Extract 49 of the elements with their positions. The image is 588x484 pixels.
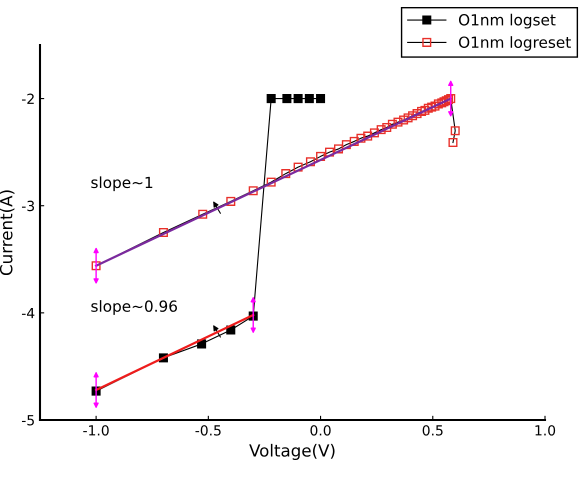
point [266, 178, 276, 187]
point [92, 261, 101, 270]
point [404, 113, 413, 122]
x-tick-label: 0.0 [310, 425, 331, 436]
point [294, 94, 303, 104]
annotation: slope~0.96 [91, 300, 178, 315]
legend-label: O1nm logreset [458, 36, 571, 51]
point [399, 115, 408, 125]
point [325, 148, 334, 157]
point [316, 152, 326, 161]
point [248, 186, 258, 196]
y-tick-label: -4 [22, 308, 34, 318]
point [282, 94, 292, 104]
x-tick-label: -0.5 [195, 425, 221, 436]
point [382, 122, 392, 132]
point [158, 228, 168, 238]
point [342, 140, 351, 150]
point [306, 157, 315, 166]
y-tick-label: -3 [22, 200, 34, 212]
point [388, 120, 397, 129]
point [408, 111, 418, 120]
annotation: slope~1 [91, 176, 152, 192]
point [281, 169, 290, 178]
x-tick-label: 0.5 [422, 425, 443, 436]
point [198, 210, 208, 219]
point [304, 94, 314, 104]
point [356, 134, 366, 143]
y-tick-label: -2 [22, 94, 34, 104]
x-tick-label: -1.0 [83, 425, 109, 436]
y-axis-title: Current(A) [0, 190, 14, 276]
point [334, 144, 344, 154]
point [316, 94, 326, 104]
point [412, 109, 422, 118]
point [363, 132, 372, 141]
point [294, 162, 303, 172]
x-tick-label: 1.0 [535, 425, 556, 436]
point [450, 126, 460, 136]
point [370, 128, 379, 138]
point [350, 136, 359, 146]
point [266, 94, 276, 104]
point [376, 125, 386, 134]
point [448, 138, 458, 148]
legend-label: O1nm logset [458, 14, 556, 29]
x-axis-title: Voltage(V) [249, 444, 335, 460]
point [393, 118, 403, 127]
point [446, 94, 456, 104]
y-tick-label: -5 [22, 415, 34, 426]
point [226, 196, 236, 206]
point [417, 106, 426, 116]
